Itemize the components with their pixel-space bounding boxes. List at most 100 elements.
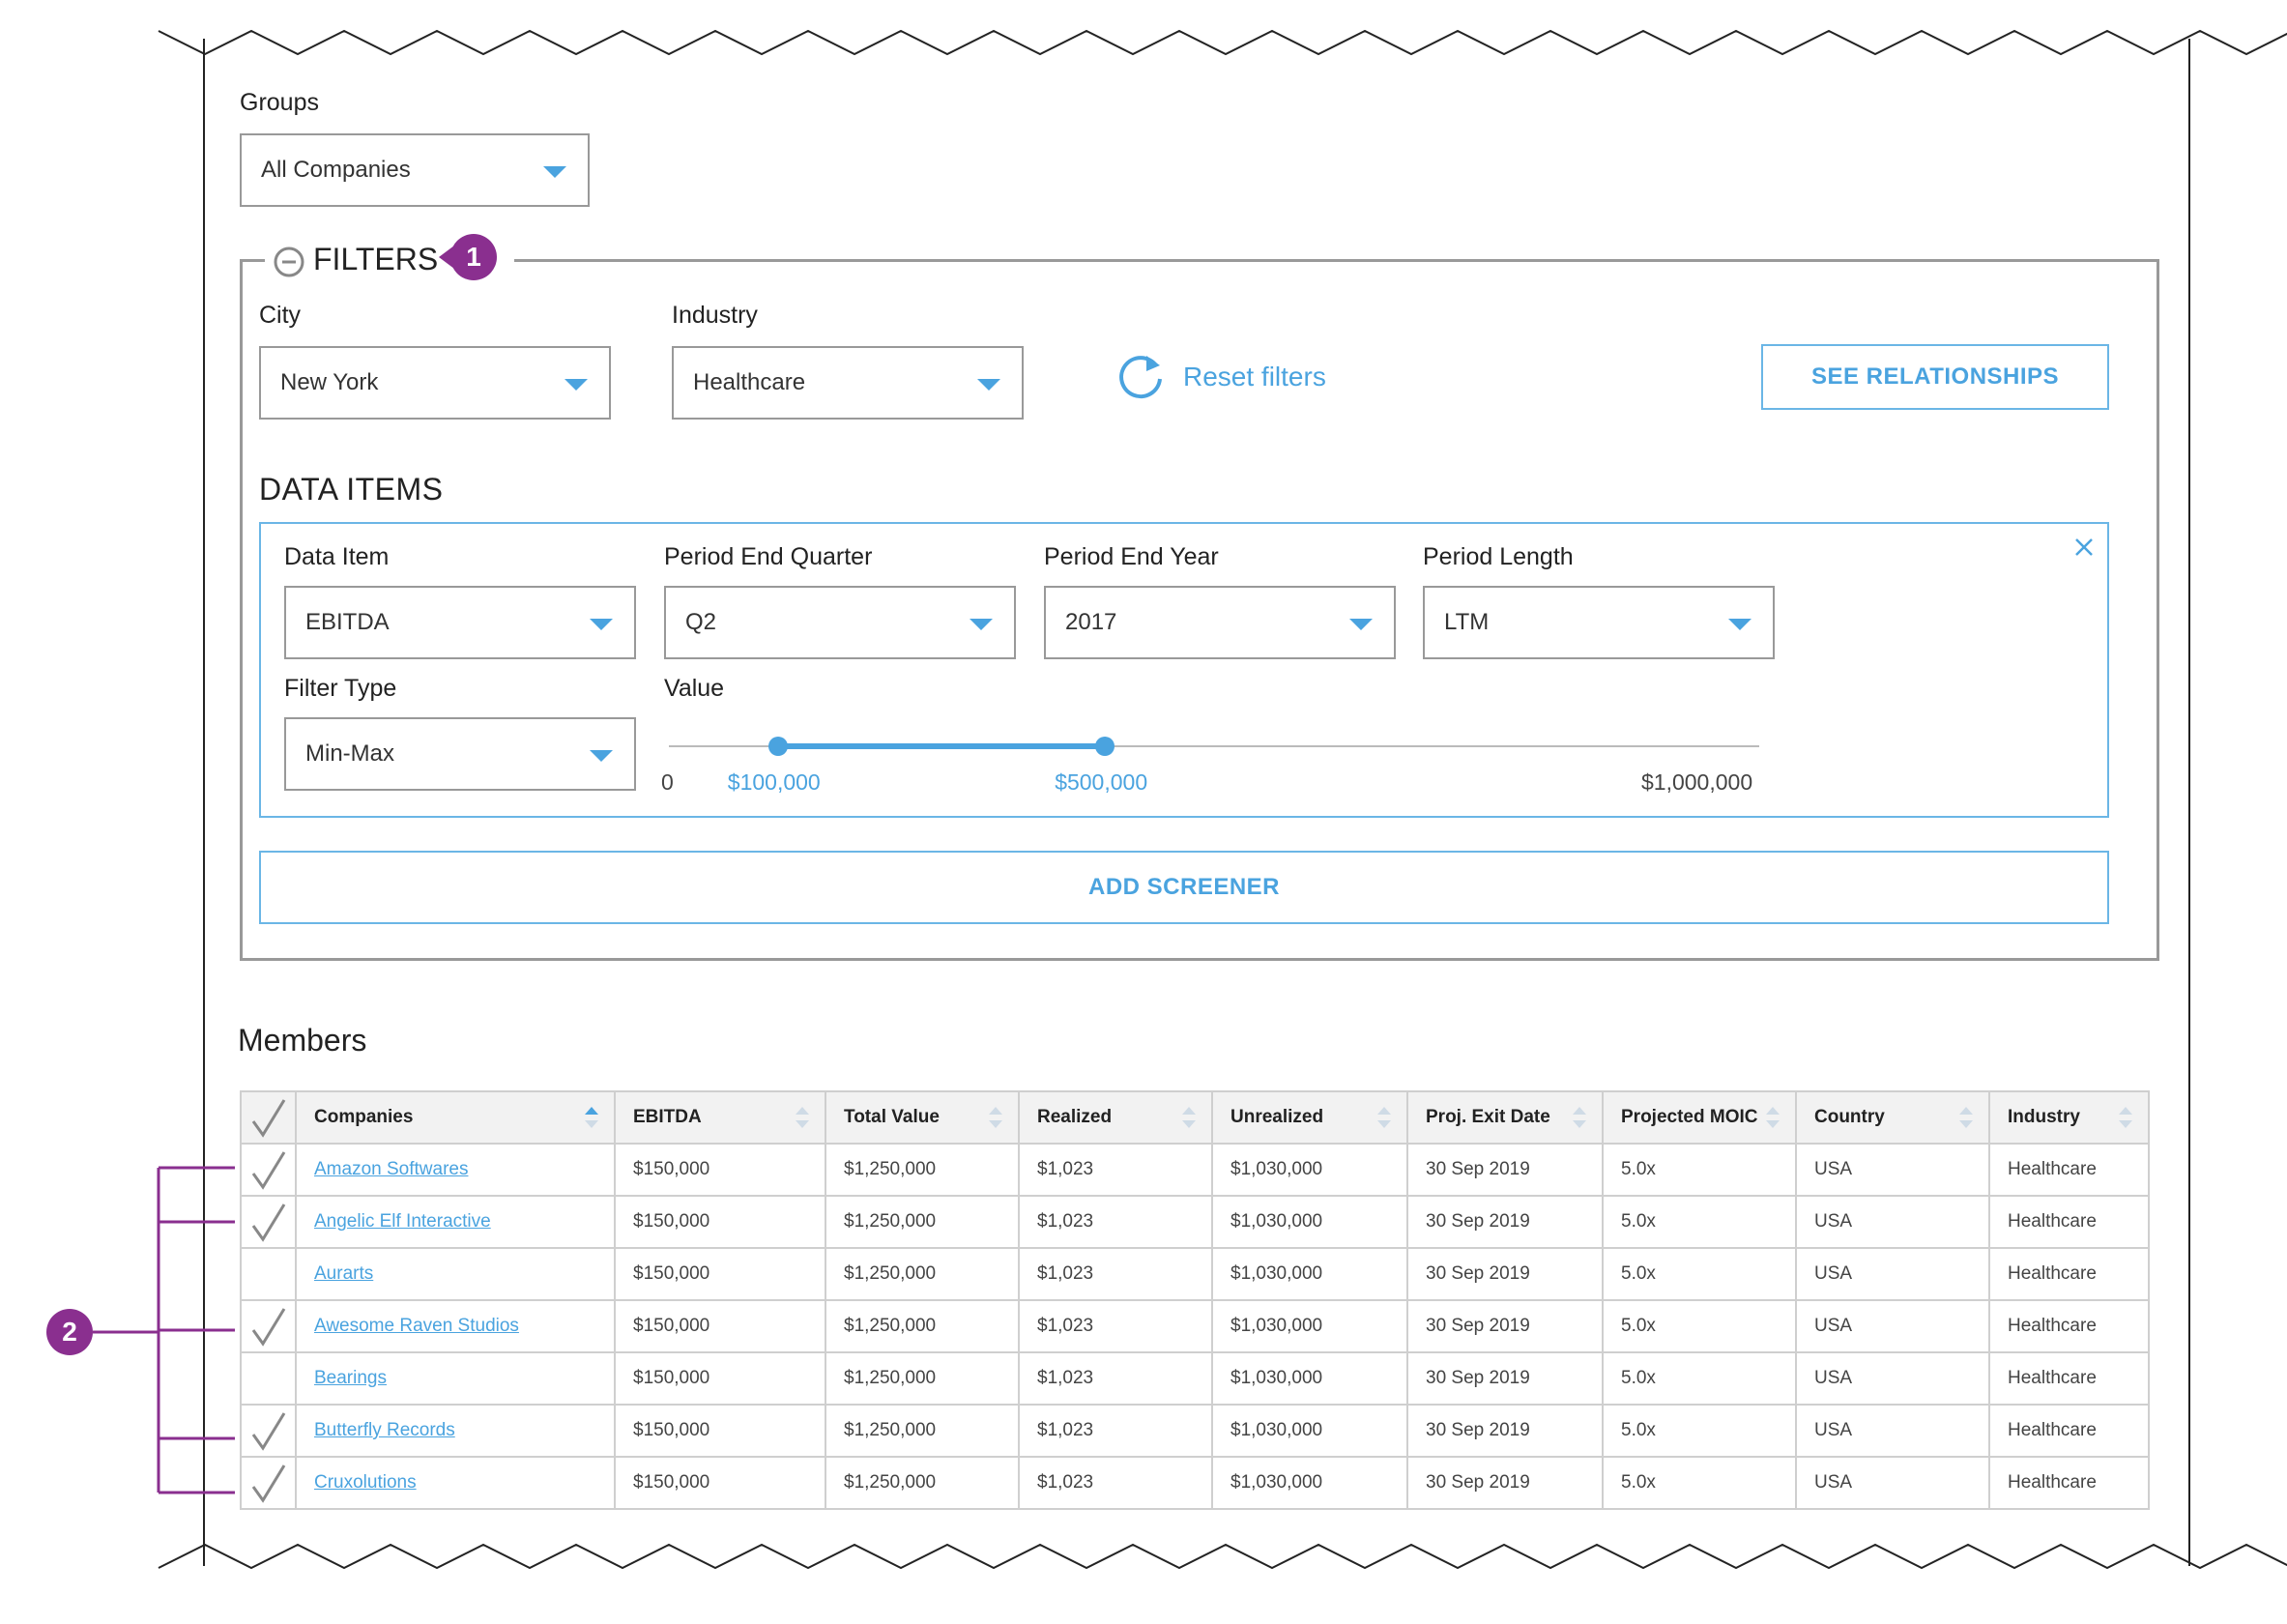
company-link[interactable]: Cruxolutions bbox=[314, 1472, 417, 1493]
row-checkbox[interactable] bbox=[240, 1299, 297, 1353]
sort-icon[interactable] bbox=[989, 1107, 1002, 1128]
column-header-label: Companies bbox=[314, 1107, 414, 1127]
company-link[interactable]: Bearings bbox=[314, 1368, 387, 1388]
cell-company: Aurarts bbox=[295, 1247, 616, 1301]
row-checkbox[interactable] bbox=[240, 1143, 297, 1197]
column-header-ebitda[interactable]: EBITDA bbox=[614, 1090, 826, 1145]
company-link[interactable]: Awesome Raven Studios bbox=[314, 1316, 519, 1336]
table-row[interactable]: Awesome Raven Studios $150,000 $1,250,000 $… bbox=[240, 1299, 2150, 1353]
sort-icon[interactable] bbox=[1182, 1107, 1196, 1128]
cell-country: USA bbox=[1795, 1456, 1990, 1510]
industry-label: Industry bbox=[672, 302, 758, 329]
industry-selected-value: Healthcare bbox=[693, 369, 806, 395]
cell-unrealized: $1,030,000 bbox=[1211, 1143, 1408, 1197]
data-item-select[interactable]: EBITDA bbox=[284, 586, 636, 659]
column-header-companies[interactable]: Companies bbox=[295, 1090, 616, 1145]
table-header-row: Companies EBITDA Total Value Realized Un… bbox=[240, 1090, 2150, 1145]
cell-industry: Healthcare bbox=[1988, 1247, 2150, 1301]
cell-proj-exit-date: 30 Sep 2019 bbox=[1406, 1143, 1604, 1197]
data-item-card bbox=[259, 522, 2109, 818]
sort-icon[interactable] bbox=[796, 1107, 809, 1128]
company-link[interactable]: Aurarts bbox=[314, 1263, 374, 1284]
cell-country: USA bbox=[1795, 1404, 1990, 1458]
column-header-realized[interactable]: Realized bbox=[1018, 1090, 1213, 1145]
see-relationships-button[interactable]: SEE RELATIONSHIPS bbox=[1761, 344, 2109, 410]
company-link[interactable]: Amazon Softwares bbox=[314, 1159, 469, 1179]
sort-icon[interactable] bbox=[2119, 1107, 2132, 1128]
column-header-label: Unrealized bbox=[1230, 1107, 1324, 1127]
cell-proj-exit-date: 30 Sep 2019 bbox=[1406, 1299, 1604, 1353]
sort-icon[interactable] bbox=[585, 1107, 598, 1128]
row-checkbox[interactable] bbox=[240, 1351, 297, 1406]
column-header-industry[interactable]: Industry bbox=[1988, 1090, 2150, 1145]
chevron-down-icon bbox=[590, 619, 613, 630]
column-header-country[interactable]: Country bbox=[1795, 1090, 1990, 1145]
sort-icon[interactable] bbox=[1573, 1107, 1586, 1128]
cell-realized: $1,023 bbox=[1018, 1404, 1213, 1458]
period-length-label: Period Length bbox=[1423, 543, 1574, 570]
period-end-quarter-select[interactable]: Q2 bbox=[664, 586, 1016, 659]
table-row[interactable]: Angelic Elf Interactive $150,000 $1,250,00… bbox=[240, 1195, 2150, 1249]
table-row[interactable]: Butterfly Records $150,000 $1,250,000 $1,02… bbox=[240, 1404, 2150, 1458]
table-row[interactable]: Cruxolutions $150,000 $1,250,000 $1,023 $1,0… bbox=[240, 1456, 2150, 1510]
reset-filters-button[interactable]: Reset filters bbox=[1115, 350, 1326, 404]
period-length-select[interactable]: LTM bbox=[1423, 586, 1775, 659]
company-link[interactable]: Butterfly Records bbox=[314, 1420, 455, 1440]
table-row[interactable]: Amazon Softwares $150,000 $1,250,000 $1,023… bbox=[240, 1143, 2150, 1197]
cell-total-value: $1,250,000 bbox=[825, 1404, 1020, 1458]
checkmark-icon bbox=[251, 1099, 285, 1138]
row-checkbox[interactable] bbox=[240, 1195, 297, 1249]
callout-badge-2: 2 bbox=[46, 1309, 93, 1355]
reset-filters-label: Reset filters bbox=[1183, 362, 1326, 392]
row-checkbox[interactable] bbox=[240, 1456, 297, 1510]
cell-country: USA bbox=[1795, 1195, 1990, 1249]
cell-unrealized: $1,030,000 bbox=[1211, 1299, 1408, 1353]
slider-low-handle[interactable] bbox=[767, 737, 788, 756]
cell-realized: $1,023 bbox=[1018, 1351, 1213, 1406]
sort-icon[interactable] bbox=[1959, 1107, 1973, 1128]
sort-icon[interactable] bbox=[1377, 1107, 1391, 1128]
slider-high-handle[interactable] bbox=[1095, 737, 1115, 756]
cell-industry: Healthcare bbox=[1988, 1143, 2150, 1197]
checkmark-icon bbox=[251, 1308, 285, 1347]
table-row[interactable]: Aurarts $150,000 $1,250,000 $1,023 $1,030,00… bbox=[240, 1247, 2150, 1301]
period-end-year-select[interactable]: 2017 bbox=[1044, 586, 1396, 659]
column-header-unrealized[interactable]: Unrealized bbox=[1211, 1090, 1408, 1145]
column-header-projected-moic[interactable]: Projected MOIC bbox=[1602, 1090, 1797, 1145]
column-header-proj-exit-date[interactable]: Proj. Exit Date bbox=[1406, 1090, 1604, 1145]
industry-select[interactable]: Healthcare bbox=[672, 346, 1024, 420]
company-link[interactable]: Angelic Elf Interactive bbox=[314, 1211, 491, 1232]
cell-total-value: $1,250,000 bbox=[825, 1247, 1020, 1301]
city-select[interactable]: New York bbox=[259, 346, 611, 420]
groups-select[interactable]: All Companies bbox=[240, 133, 590, 207]
cell-ebitda: $150,000 bbox=[614, 1456, 826, 1510]
cell-company: Butterfly Records bbox=[295, 1404, 616, 1458]
members-table: Companies EBITDA Total Value Realized Un… bbox=[240, 1090, 2150, 1510]
row-checkbox[interactable] bbox=[240, 1247, 297, 1301]
sort-icon[interactable] bbox=[1766, 1107, 1780, 1128]
slider-selected-range bbox=[777, 743, 1106, 749]
groups-selected-value: All Companies bbox=[261, 157, 411, 183]
cell-company: Bearings bbox=[295, 1351, 616, 1406]
cell-industry: Healthcare bbox=[1988, 1404, 2150, 1458]
table-row[interactable]: Bearings $150,000 $1,250,000 $1,023 $1,030,0… bbox=[240, 1351, 2150, 1406]
row-checkbox[interactable] bbox=[240, 1404, 297, 1458]
cell-ebitda: $150,000 bbox=[614, 1299, 826, 1353]
value-range-slider[interactable] bbox=[669, 737, 1759, 756]
collapse-icon[interactable] bbox=[273, 246, 305, 278]
slider-track bbox=[669, 745, 1759, 747]
select-all-checkbox[interactable] bbox=[240, 1090, 297, 1145]
cell-total-value: $1,250,000 bbox=[825, 1456, 1020, 1510]
cell-projected-moic: 5.0x bbox=[1602, 1247, 1797, 1301]
cell-country: USA bbox=[1795, 1247, 1990, 1301]
add-screener-button[interactable]: ADD SCREENER bbox=[259, 851, 2109, 924]
close-icon[interactable] bbox=[2074, 537, 2094, 557]
cell-realized: $1,023 bbox=[1018, 1247, 1213, 1301]
filter-type-select[interactable]: Min-Max bbox=[284, 717, 636, 791]
column-header-total-value[interactable]: Total Value bbox=[825, 1090, 1020, 1145]
city-selected-value: New York bbox=[280, 369, 379, 395]
column-header-label: EBITDA bbox=[633, 1107, 702, 1127]
filter-type-selected-value: Min-Max bbox=[305, 740, 395, 767]
document-left-edge bbox=[203, 39, 205, 1566]
cell-ebitda: $150,000 bbox=[614, 1351, 826, 1406]
